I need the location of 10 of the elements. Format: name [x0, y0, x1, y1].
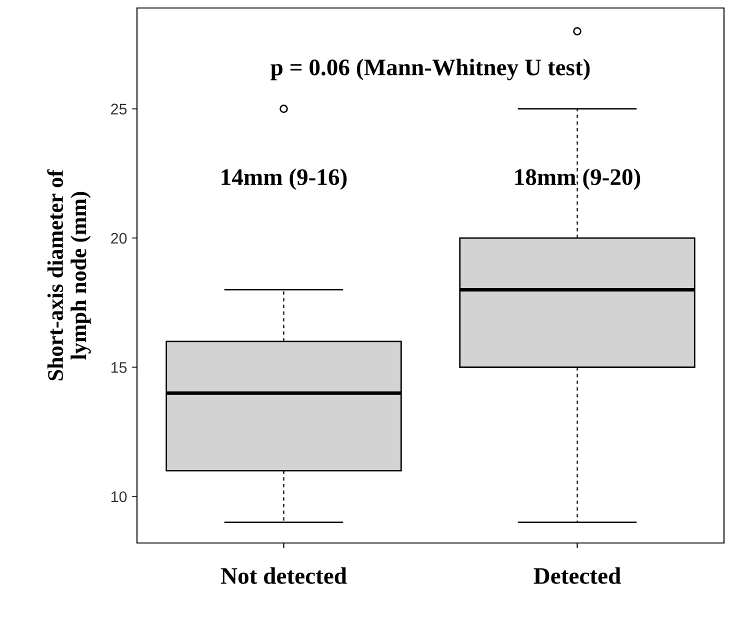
- annotation: 18mm (9-20): [515, 168, 640, 190]
- y-tick-label: 25: [111, 104, 127, 114]
- y-tick-label: 10: [111, 491, 127, 502]
- annotation: 14mm (9-16): [222, 168, 347, 190]
- y-axis-title: Short-axis diameter of lymph node (mm): [47, 169, 91, 380]
- y-tick-label: 20: [111, 232, 127, 244]
- x-tick-label: Detected: [534, 567, 621, 584]
- y-tick-label: 15: [111, 362, 127, 373]
- annotation: p = 0.06 (Mann-Whitney U test): [270, 58, 590, 80]
- x-tick-label: Not detected: [220, 567, 347, 584]
